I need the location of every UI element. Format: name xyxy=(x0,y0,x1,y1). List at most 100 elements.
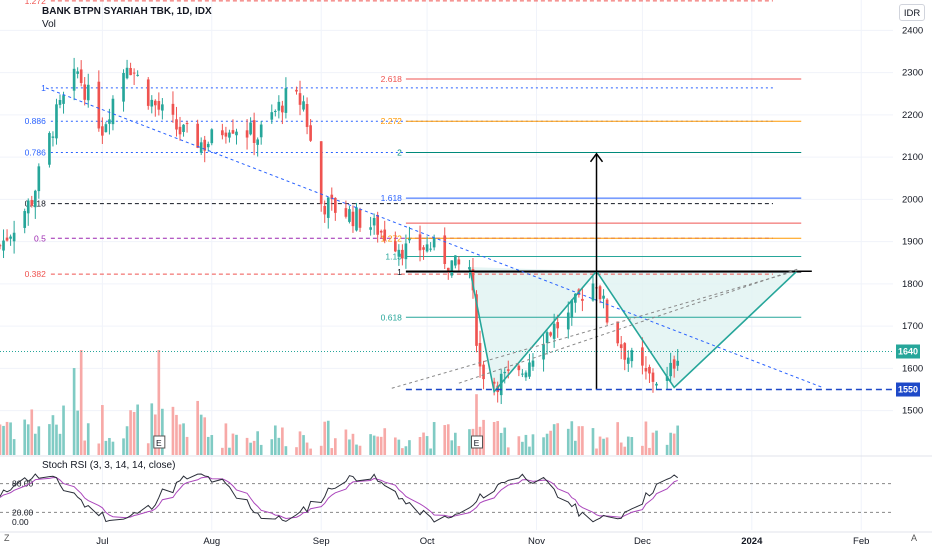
volume-bar xyxy=(12,439,16,455)
candle-body xyxy=(404,243,408,260)
price-tick-label: 1500 xyxy=(902,406,923,417)
candle-body xyxy=(284,88,288,113)
volume-layer xyxy=(0,350,680,455)
candle-body xyxy=(450,260,454,276)
candle-body xyxy=(228,132,231,138)
volume-bar xyxy=(422,432,425,455)
candle-body xyxy=(37,166,41,192)
candle-body xyxy=(23,211,27,228)
volume-bar xyxy=(108,437,111,455)
price-tick-label: 2300 xyxy=(902,68,923,79)
volume-bar xyxy=(51,415,55,455)
grid-layer xyxy=(0,0,932,533)
volume-bar xyxy=(542,437,545,455)
time-tick-label: 2024 xyxy=(741,536,763,547)
volume-bar xyxy=(598,436,602,455)
stoch-rsi-label[interactable]: Stoch RSI (3, 3, 14, 14, close) xyxy=(42,460,176,471)
volume-bar xyxy=(648,447,651,455)
candle-body xyxy=(443,235,447,264)
volume-bar xyxy=(150,403,154,455)
chart-title: BANK BTPN SYARIAH TBK, 1D, IDX xyxy=(42,6,212,17)
target-arrow-head xyxy=(589,152,604,163)
candle-body xyxy=(552,323,556,339)
volume-bar xyxy=(482,419,485,455)
rsi-tick-label: 0.00 xyxy=(12,517,29,527)
volume-bar xyxy=(185,436,189,455)
candle-body xyxy=(309,125,312,141)
volume-bar xyxy=(309,448,312,455)
volume-bar xyxy=(503,427,507,455)
volume-bar xyxy=(499,432,503,455)
candle-body xyxy=(199,142,203,153)
candle-body xyxy=(432,237,436,248)
candle-body xyxy=(157,100,161,110)
candle-body xyxy=(676,360,680,366)
candle-body xyxy=(245,130,249,138)
time-tick-label: Oct xyxy=(420,536,435,547)
candle-layer xyxy=(0,57,680,405)
fib-right-label: 1.618 xyxy=(381,193,403,203)
candle-body xyxy=(369,227,372,230)
price-tick-label: 2400 xyxy=(902,25,923,36)
currency-button[interactable]: IDR xyxy=(899,4,925,21)
volume-bar xyxy=(443,425,447,455)
candle-body xyxy=(319,141,323,204)
candle-body xyxy=(397,249,401,257)
volume-bar xyxy=(55,424,58,455)
chart-title-row: BANK BTPN SYARIAH TBK, 1D, IDX xyxy=(42,6,212,17)
volume-bar xyxy=(235,434,238,455)
candle-body xyxy=(72,68,76,91)
time-tick-label: Sep xyxy=(313,536,330,547)
candle-body xyxy=(626,357,630,364)
volume-bar xyxy=(256,431,259,455)
pattern-fill-left xyxy=(469,267,597,392)
volume-bar xyxy=(58,433,62,455)
volume-bar xyxy=(369,434,372,455)
candle-body xyxy=(326,197,330,218)
candle-body xyxy=(471,269,475,291)
volume-bar xyxy=(0,424,2,455)
candle-body xyxy=(302,101,305,110)
volume-bar xyxy=(517,436,521,455)
candle-body xyxy=(418,234,422,251)
auto-scale-button[interactable]: A xyxy=(911,533,918,543)
candle-body xyxy=(506,369,510,371)
candle-body xyxy=(62,95,65,104)
volume-bar xyxy=(641,445,644,455)
volume-bar xyxy=(326,420,330,455)
candle-body xyxy=(457,259,461,265)
volume-bar xyxy=(9,422,12,455)
candle-body xyxy=(33,190,37,208)
volume-bar xyxy=(524,434,528,455)
volume-bar xyxy=(153,414,157,455)
candle-body xyxy=(570,300,574,318)
candle-body xyxy=(231,130,235,134)
candle-body xyxy=(531,360,535,367)
candle-body xyxy=(475,294,478,346)
fib-layer: 1.272 1 0.886 0.786 0.618 0.5 0.382 2.618 2.272 2… xyxy=(25,0,802,322)
volume-bar xyxy=(157,350,161,455)
stoch-rsi-panel: 80.00 20.000.00 xyxy=(0,473,893,527)
candle-body xyxy=(132,72,136,74)
volume-bar xyxy=(376,436,379,455)
volume-bar xyxy=(26,424,30,455)
volume-bar xyxy=(104,440,108,455)
z-button[interactable]: Z xyxy=(4,533,10,543)
candle-body xyxy=(482,364,485,380)
candle-body xyxy=(528,362,531,377)
rsi-tick-label: 80.00 xyxy=(12,479,34,489)
volume-bar xyxy=(418,437,422,455)
candle-body xyxy=(26,200,30,214)
volume-bar xyxy=(298,431,302,455)
volume-bar xyxy=(521,441,524,455)
volume-bar xyxy=(408,440,411,455)
price-tick-label: 2100 xyxy=(902,152,923,163)
volume-bar xyxy=(125,426,129,455)
volume-bar xyxy=(372,435,376,455)
earnings-marker xyxy=(471,435,484,449)
volume-bar xyxy=(651,432,655,455)
volume-bar xyxy=(591,428,595,455)
volume-bar xyxy=(132,411,136,455)
volume-bar xyxy=(224,423,228,455)
